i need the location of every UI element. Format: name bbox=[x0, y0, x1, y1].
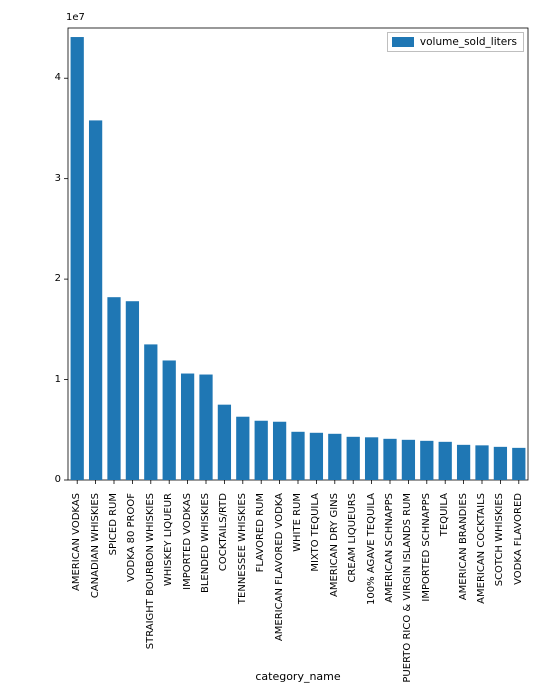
bar-chart: 1e7 volume_sold_liters category_name 012… bbox=[0, 0, 542, 694]
bar bbox=[402, 440, 415, 480]
bar bbox=[107, 297, 120, 480]
bar bbox=[89, 120, 102, 480]
x-tick-label: 100% AGAVE TEQUILA bbox=[366, 493, 377, 693]
x-tick-label: TENNESSEE WHISKIES bbox=[237, 493, 248, 693]
x-tick-label: VODKA FLAVORED bbox=[513, 493, 524, 693]
x-tick-label: FLAVORED RUM bbox=[255, 493, 266, 693]
bar bbox=[457, 445, 470, 480]
x-tick-label: CANADIAN WHISKIES bbox=[90, 493, 101, 693]
bar bbox=[347, 437, 360, 480]
x-tick-label: TEQUILA bbox=[439, 493, 450, 693]
x-tick-label: BLENDED WHISKIES bbox=[200, 493, 211, 693]
bar bbox=[494, 447, 507, 480]
bar bbox=[255, 421, 268, 480]
x-tick-label: WHISKEY LIQUEUR bbox=[163, 493, 174, 693]
x-tick-label: AMERICAN FLAVORED VODKA bbox=[274, 493, 285, 693]
y-tick-label: 0 bbox=[31, 474, 61, 485]
y-tick-label: 2 bbox=[31, 273, 61, 284]
bar bbox=[273, 422, 286, 480]
x-tick-label: AMERICAN SCHNAPPS bbox=[384, 493, 395, 693]
bar bbox=[291, 432, 304, 480]
bar bbox=[236, 417, 249, 480]
legend-swatch bbox=[392, 37, 414, 47]
bar bbox=[126, 301, 139, 480]
x-tick-label: AMERICAN BRANDIES bbox=[458, 493, 469, 693]
bar bbox=[512, 448, 525, 480]
bar bbox=[199, 375, 212, 480]
bar bbox=[144, 344, 157, 480]
bar bbox=[420, 441, 433, 480]
x-tick-label: STRAIGHT BOURBON WHISKIES bbox=[145, 493, 156, 693]
x-tick-label: COCKTAILS/RTD bbox=[218, 493, 229, 693]
bar bbox=[163, 360, 176, 480]
y-tick-label: 3 bbox=[31, 173, 61, 184]
y-tick-label: 4 bbox=[31, 72, 61, 83]
bar bbox=[439, 442, 452, 480]
x-tick-label: MIXTO TEQUILA bbox=[310, 493, 321, 693]
x-tick-label: IMPORTED SCHNAPPS bbox=[421, 493, 432, 693]
bar bbox=[218, 405, 231, 480]
x-tick-label: AMERICAN VODKAS bbox=[71, 493, 82, 693]
x-tick-label: AMERICAN COCKTAILS bbox=[476, 493, 487, 693]
bar bbox=[383, 439, 396, 480]
bar bbox=[328, 434, 341, 480]
x-tick-label: CREAM LIQUEURS bbox=[347, 493, 358, 693]
legend: volume_sold_liters bbox=[387, 32, 524, 52]
x-tick-label: PUERTO RICO & VIRGIN ISLANDS RUM bbox=[402, 493, 413, 693]
y-tick-label: 1 bbox=[31, 374, 61, 385]
x-tick-label: AMERICAN DRY GINS bbox=[329, 493, 340, 693]
x-tick-label: IMPORTED VODKAS bbox=[182, 493, 193, 693]
bar bbox=[181, 374, 194, 480]
y-exponent-label: 1e7 bbox=[66, 12, 85, 23]
bar bbox=[310, 433, 323, 480]
bar bbox=[365, 437, 378, 480]
legend-label: volume_sold_liters bbox=[420, 36, 517, 48]
x-tick-label: WHITE RUM bbox=[292, 493, 303, 693]
bar bbox=[71, 37, 84, 480]
x-tick-label: SPICED RUM bbox=[108, 493, 119, 693]
bar bbox=[475, 445, 488, 480]
x-tick-label: SCOTCH WHISKIES bbox=[494, 493, 505, 693]
x-tick-label: VODKA 80 PROOF bbox=[126, 493, 137, 693]
